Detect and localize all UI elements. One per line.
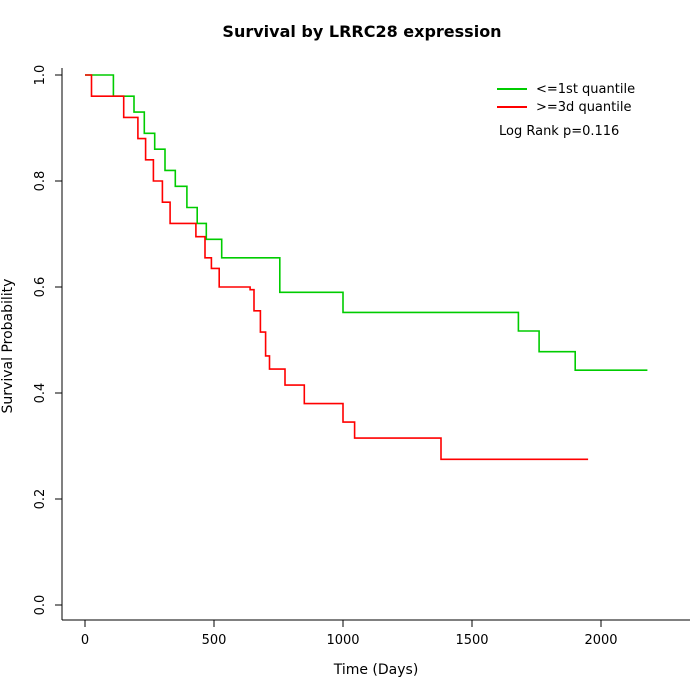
legend-label-red: >=3d quantile xyxy=(536,99,632,115)
svg-text:0.4: 0.4 xyxy=(33,383,48,404)
svg-text:0.2: 0.2 xyxy=(33,489,48,510)
green-line-swatch xyxy=(497,88,527,90)
axes xyxy=(61,68,690,621)
legend-item-green: <=1st quantile xyxy=(497,80,635,98)
svg-text:0.6: 0.6 xyxy=(33,277,48,298)
curve-<=1st quantile xyxy=(85,74,648,371)
x-axis-ticks: 0 500 1000 1500 2000 xyxy=(81,620,618,648)
legend-label-green: <=1st quantile xyxy=(536,81,636,97)
svg-text:2000: 2000 xyxy=(584,633,617,648)
y-axis-title: Survival Probability xyxy=(0,278,16,414)
log-rank-p-value: Log Rank p=0.116 xyxy=(499,124,620,139)
svg-text:0.0: 0.0 xyxy=(33,595,48,616)
svg-text:0.8: 0.8 xyxy=(33,171,48,192)
red-line-swatch xyxy=(497,106,527,108)
legend: <=1st quantile >=3d quantile Log Rank p=… xyxy=(497,80,635,139)
survival-curves xyxy=(85,74,648,461)
curve->=3d quantile xyxy=(85,74,589,461)
svg-text:1.0: 1.0 xyxy=(33,65,48,86)
svg-text:1000: 1000 xyxy=(326,633,359,648)
svg-text:500: 500 xyxy=(202,633,227,648)
legend-item-red: >=3d quantile xyxy=(497,98,635,116)
svg-text:1500: 1500 xyxy=(455,633,488,648)
chart-title: Survival by LRRC28 expression xyxy=(222,22,502,41)
y-axis-ticks: 0.0 0.2 0.4 0.6 0.8 1.0 xyxy=(33,65,62,616)
x-axis-title: Time (Days) xyxy=(333,662,419,678)
svg-text:0: 0 xyxy=(81,633,89,648)
